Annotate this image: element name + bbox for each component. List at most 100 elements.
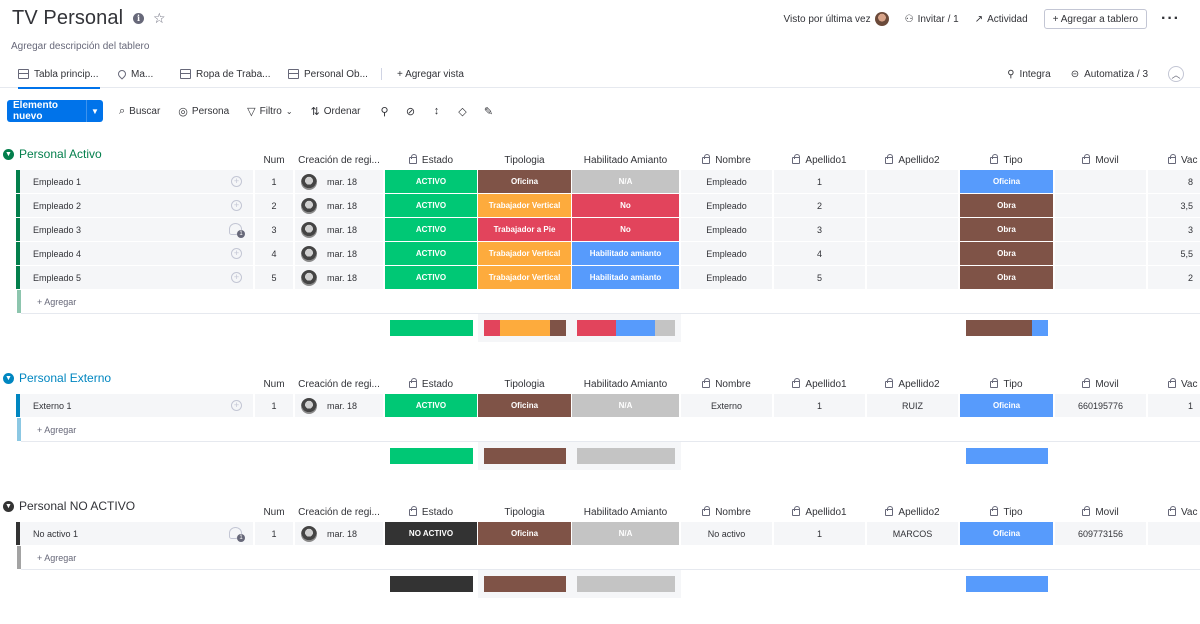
column-header-nombre[interactable]: Nombre bbox=[681, 378, 772, 390]
cell-nombre[interactable]: No activo bbox=[681, 522, 772, 545]
cell-vac[interactable] bbox=[1148, 522, 1200, 545]
chevron-down-icon[interactable]: ▼ bbox=[3, 500, 14, 512]
cell-apellido2[interactable] bbox=[867, 170, 958, 193]
invite-button[interactable]: ⚇ Invitar / 1 bbox=[905, 14, 959, 25]
cell-estado[interactable]: ACTIVO bbox=[385, 170, 477, 193]
cell-tipologia[interactable]: Trabajador Vertical bbox=[478, 266, 571, 289]
table-row[interactable]: Empleado 1 +1 mar. 18 ACTIVO Oficina N/A Emple… bbox=[0, 170, 1200, 194]
tab-ropa[interactable]: Ropa de Traba... bbox=[180, 60, 271, 88]
column-header-created[interactable]: Creación de regi... bbox=[295, 507, 383, 518]
cell-created[interactable]: mar. 18 bbox=[295, 218, 383, 241]
item-name-cell[interactable]: Empleado 4 + bbox=[16, 242, 253, 265]
cell-vac[interactable]: 1 bbox=[1148, 394, 1200, 417]
column-header-tipologia[interactable]: Tipologia bbox=[478, 507, 571, 518]
item-name[interactable]: Empleado 4 bbox=[33, 248, 82, 259]
cell-num[interactable]: 1 bbox=[255, 394, 293, 417]
cell-nombre[interactable]: Empleado bbox=[681, 266, 772, 289]
cell-created[interactable]: mar. 18 bbox=[295, 242, 383, 265]
chevron-down-icon[interactable]: ▼ bbox=[3, 372, 14, 384]
column-header-vac[interactable]: Vac bbox=[1148, 378, 1200, 390]
column-header-estado[interactable]: Estado bbox=[385, 154, 477, 166]
column-header-apellido2[interactable]: Apellido2 bbox=[867, 154, 958, 166]
add-item-button[interactable]: + Agregar bbox=[37, 425, 77, 435]
star-icon[interactable]: ☆ bbox=[153, 10, 166, 26]
cell-vac[interactable]: 8 bbox=[1148, 170, 1200, 193]
cell-apellido2[interactable] bbox=[867, 266, 958, 289]
cell-apellido1[interactable]: 1 bbox=[774, 170, 865, 193]
summary-bar-tipo[interactable] bbox=[966, 448, 1048, 464]
add-update-icon[interactable]: + bbox=[231, 248, 242, 259]
summary-bar-estado[interactable] bbox=[390, 320, 473, 336]
column-header-num[interactable]: Num bbox=[255, 379, 293, 390]
column-header-amianto[interactable]: Habilitado Amianto bbox=[572, 379, 679, 390]
new-item-button[interactable]: Elemento nuevo ▼ bbox=[7, 100, 103, 122]
cell-nombre[interactable]: Externo bbox=[681, 394, 772, 417]
table-row[interactable]: Empleado 5 +5 mar. 18 ACTIVO Trabajador Vert… bbox=[0, 266, 1200, 290]
hide-icon[interactable]: ⊘ bbox=[405, 105, 416, 118]
cell-movil[interactable] bbox=[1055, 266, 1146, 289]
group-title[interactable]: ▼ Personal Externo bbox=[3, 371, 111, 385]
cell-amianto[interactable]: N/A bbox=[572, 394, 679, 417]
column-header-vac[interactable]: Vac bbox=[1148, 154, 1200, 166]
cell-nombre[interactable]: Empleado bbox=[681, 170, 772, 193]
item-name[interactable]: Empleado 3 bbox=[33, 224, 82, 235]
item-name[interactable]: Empleado 5 bbox=[33, 272, 82, 283]
column-header-apellido1[interactable]: Apellido1 bbox=[774, 154, 865, 166]
chevron-down-icon[interactable]: ▼ bbox=[86, 100, 103, 122]
cell-apellido1[interactable]: 4 bbox=[774, 242, 865, 265]
cell-estado[interactable]: NO ACTIVO bbox=[385, 522, 477, 545]
integrate-button[interactable]: ⚲ Integra bbox=[1007, 69, 1050, 80]
paint-bucket-icon[interactable]: ◇ bbox=[458, 105, 467, 118]
column-header-estado[interactable]: Estado bbox=[385, 378, 477, 390]
person-filter-button[interactable]: ◎ Persona bbox=[178, 105, 229, 118]
sort-button[interactable]: ⇅ Ordenar bbox=[311, 105, 361, 118]
summary-bar-tipologia[interactable] bbox=[484, 448, 566, 464]
column-header-nombre[interactable]: Nombre bbox=[681, 154, 772, 166]
cell-num[interactable]: 1 bbox=[255, 170, 293, 193]
column-header-tipologia[interactable]: Tipologia bbox=[478, 155, 571, 166]
item-name-cell[interactable]: Empleado 2 + bbox=[16, 194, 253, 217]
cell-amianto[interactable]: Habilitado amianto bbox=[572, 242, 679, 265]
cell-tipologia[interactable]: Oficina bbox=[478, 170, 571, 193]
column-header-movil[interactable]: Movil bbox=[1055, 154, 1146, 166]
tab-personal-ob[interactable]: Personal Ob... bbox=[288, 60, 368, 88]
add-update-icon[interactable]: + bbox=[231, 176, 242, 187]
cell-movil[interactable] bbox=[1055, 242, 1146, 265]
item-name-cell[interactable]: Empleado 3 bbox=[16, 218, 253, 241]
edit-icon[interactable]: ✎ bbox=[483, 105, 494, 118]
add-update-icon[interactable]: + bbox=[231, 200, 242, 211]
column-header-num[interactable]: Num bbox=[255, 507, 293, 518]
summary-bar-amianto[interactable] bbox=[577, 320, 675, 336]
more-options-icon[interactable]: ··· bbox=[1161, 10, 1180, 27]
cell-num[interactable]: 2 bbox=[255, 194, 293, 217]
cell-tipo[interactable]: Obra bbox=[960, 242, 1053, 265]
cell-num[interactable]: 1 bbox=[255, 522, 293, 545]
cell-tipo[interactable]: Obra bbox=[960, 266, 1053, 289]
add-item-row[interactable]: + Agregar bbox=[0, 546, 1200, 570]
cell-amianto[interactable]: No bbox=[572, 218, 679, 241]
add-update-icon[interactable]: + bbox=[231, 400, 242, 411]
column-header-apellido2[interactable]: Apellido2 bbox=[867, 506, 958, 518]
cell-tipologia[interactable]: Trabajador Vertical bbox=[478, 242, 571, 265]
summary-bar-tipologia[interactable] bbox=[484, 320, 566, 336]
column-header-estado[interactable]: Estado bbox=[385, 506, 477, 518]
cell-created[interactable]: mar. 18 bbox=[295, 522, 383, 545]
cell-tipo[interactable]: Obra bbox=[960, 218, 1053, 241]
table-row[interactable]: Empleado 4 +4 mar. 18 ACTIVO Trabajador Vert… bbox=[0, 242, 1200, 266]
cell-tipo[interactable]: Oficina bbox=[960, 522, 1053, 545]
cell-apellido2[interactable] bbox=[867, 218, 958, 241]
cell-movil[interactable]: 660195776 bbox=[1055, 394, 1146, 417]
table-row[interactable]: Empleado 3 3 mar. 18 ACTIVO Trabajador a Pie… bbox=[0, 218, 1200, 242]
column-header-amianto[interactable]: Habilitado Amianto bbox=[572, 155, 679, 166]
tab-map[interactable]: Ma... bbox=[116, 60, 153, 88]
summary-bar-amianto[interactable] bbox=[577, 448, 675, 464]
conversation-icon[interactable] bbox=[229, 527, 245, 542]
cell-movil[interactable] bbox=[1055, 194, 1146, 217]
cell-nombre[interactable]: Empleado bbox=[681, 242, 772, 265]
cell-nombre[interactable]: Empleado bbox=[681, 194, 772, 217]
column-header-vac[interactable]: Vac bbox=[1148, 506, 1200, 518]
column-header-tipologia[interactable]: Tipologia bbox=[478, 379, 571, 390]
column-header-apellido1[interactable]: Apellido1 bbox=[774, 506, 865, 518]
item-name-cell[interactable]: Empleado 5 + bbox=[16, 266, 253, 289]
chevron-down-icon[interactable]: ▼ bbox=[3, 148, 14, 160]
